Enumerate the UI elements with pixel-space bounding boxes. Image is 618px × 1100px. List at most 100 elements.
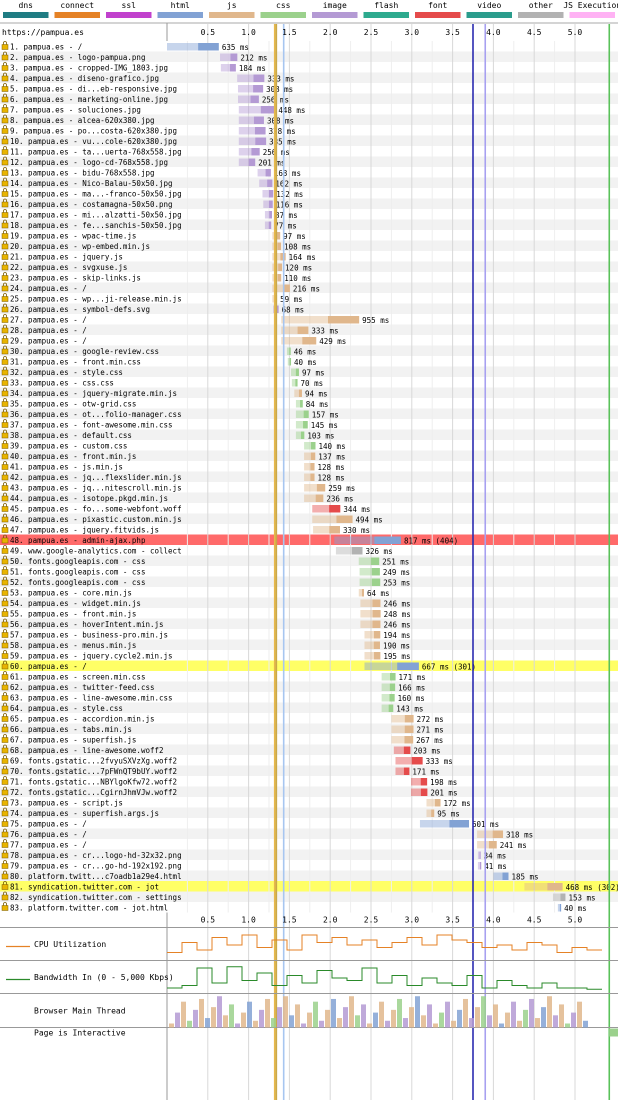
request-label[interactable]: 45. pampua.es - fo...some-webfont.woff	[10, 505, 182, 514]
request-label[interactable]: 22. pampua.es - svgxuse.js	[10, 263, 127, 272]
request-label[interactable]: 41. pampua.es - js.min.js	[10, 463, 123, 472]
request-label[interactable]: 53. pampua.es - core.min.js	[10, 589, 132, 598]
request-label[interactable]: 72. fonts.gstatic...CgirnJhmVJw.woff2	[10, 788, 177, 797]
request-label[interactable]: 40. pampua.es - front.min.js	[10, 452, 136, 461]
request-label[interactable]: 27. pampua.es - /	[10, 316, 87, 325]
request-label[interactable]: 15. pampua.es - ma...-franco-50x50.jpg	[10, 190, 182, 199]
x-tick-label: 3.0	[405, 28, 420, 37]
lock-icon	[1, 881, 9, 890]
request-label[interactable]: 74. pampua.es - superfish.args.js	[10, 809, 159, 818]
request-label[interactable]: 33. pampua.es - css.css	[10, 379, 114, 388]
request-label[interactable]: 48. pampua.es - admin-ajax.php	[10, 536, 146, 545]
request-label[interactable]: 50. fonts.googleapis.com - css	[10, 557, 145, 566]
request-label[interactable]: 24. pampua.es - /	[10, 284, 87, 293]
request-label[interactable]: 63. pampua.es - line-awesome.min.css	[10, 694, 173, 703]
request-label[interactable]: 32. pampua.es - style.css	[10, 368, 123, 377]
request-label[interactable]: 38. pampua.es - default.css	[10, 431, 132, 440]
request-label[interactable]: 46. pampua.es - pixastic.custom.min.js	[10, 515, 182, 524]
request-label[interactable]: 61. pampua.es - screen.min.css	[10, 673, 145, 682]
request-label[interactable]: 77. pampua.es - /	[10, 841, 87, 850]
request-label[interactable]: 26. pampua.es - symbol-defs.svg	[10, 305, 150, 314]
request-label[interactable]: 80. platform.twitt...c7oadb1a29e4.html	[10, 872, 182, 881]
request-label[interactable]: 47. pampua.es - jquery.fitvids.js	[10, 526, 159, 535]
request-bar-wait	[426, 809, 432, 817]
request-bar-wait	[272, 284, 283, 292]
request-label[interactable]: 78. pampua.es - cr...logo-hd-32x32.png	[10, 851, 182, 860]
lock-icon	[1, 776, 9, 785]
request-label[interactable]: 7. pampua.es - soluciones.jpg	[10, 106, 141, 115]
request-label[interactable]: 54. pampua.es - widget.min.js	[10, 599, 141, 608]
request-bar	[449, 820, 470, 828]
request-label[interactable]: 58. pampua.es - menus.min.js	[10, 641, 136, 650]
request-label[interactable]: 68. pampua.es - line-awesome.woff2	[10, 746, 164, 755]
request-label[interactable]: 6. pampua.es - marketing-online.jpg	[10, 95, 168, 104]
request-label[interactable]: 37. pampua.es - font-awesome.min.css	[10, 421, 173, 430]
request-bar	[310, 473, 315, 481]
request-label[interactable]: 44. pampua.es - isotope.pkgd.min.js	[10, 494, 168, 503]
row-background	[0, 849, 618, 860]
x-tick-label: 2.5	[364, 916, 379, 925]
request-label[interactable]: 19. pampua.es - wpac-time.js	[10, 232, 136, 241]
request-label[interactable]: 49. www.google-analytics.com - collect	[10, 547, 182, 556]
request-label[interactable]: 3. pampua.es - cropped-IMG_1803.jpg	[10, 64, 168, 73]
request-label[interactable]: 56. pampua.es - hoverIntent.min.js	[10, 620, 164, 629]
request-label[interactable]: 71. fonts.gstatic...NBYlgoKfw72.woff2	[10, 778, 177, 787]
request-label[interactable]: 35. pampua.es - otw-grid.css	[10, 400, 136, 409]
request-label[interactable]: 51. fonts.googleapis.com - css	[10, 568, 145, 577]
request-duration-label: 137 ms	[318, 453, 345, 462]
request-label[interactable]: 2. pampua.es - logo-pampua.png	[10, 53, 145, 62]
request-label[interactable]: 16. pampua.es - costamagna-50x50.png	[10, 200, 173, 209]
request-label[interactable]: 43. pampua.es - jq...nitescroll.min.js	[10, 484, 182, 493]
request-label[interactable]: 69. fonts.gstatic...2fvyuSXVzXg.woff2	[10, 757, 177, 766]
request-label[interactable]: 12. pampua.es - logo-cd-768x558.jpg	[10, 158, 168, 167]
request-label[interactable]: 20. pampua.es - wp-embed.min.js	[10, 242, 150, 251]
request-label[interactable]: 57. pampua.es - business-pro.min.js	[10, 631, 168, 640]
request-duration-label: 328 ms	[269, 127, 296, 136]
request-label[interactable]: 70. fonts.gstatic...7pFWnQT9bUY.woff2	[10, 767, 177, 776]
request-label[interactable]: 5. pampua.es - di...eb-responsive.jpg	[10, 85, 177, 94]
request-label[interactable]: 42. pampua.es - jq...flexslider.min.js	[10, 473, 182, 482]
request-bar	[389, 673, 396, 681]
request-label[interactable]: 75. pampua.es - /	[10, 820, 87, 829]
request-duration-label: 468 ms (302)	[566, 883, 618, 892]
request-label[interactable]: 21. pampua.es - jquery.js	[10, 253, 123, 262]
request-label[interactable]: 1. pampua.es - /	[10, 43, 82, 52]
request-label[interactable]: 13. pampua.es - bidu-768x558.jpg	[10, 169, 155, 178]
request-label[interactable]: 52. fonts.googleapis.com - css	[10, 578, 145, 587]
request-label[interactable]: 34. pampua.es - jquery-migrate.min.js	[10, 389, 177, 398]
request-label[interactable]: 4. pampua.es - diseno-grafico.jpg	[10, 74, 159, 83]
request-duration-label: 333 ms	[311, 327, 338, 336]
request-label[interactable]: 9. pampua.es - po...costa-620x380.jpg	[10, 127, 177, 136]
request-label[interactable]: 31. pampua.es - front.min.css	[10, 358, 141, 367]
request-label[interactable]: 67. pampua.es - superfish.js	[10, 736, 136, 745]
request-label[interactable]: 8. pampua.es - alcea-620x380.jpg	[10, 116, 155, 125]
request-label[interactable]: 65. pampua.es - accordion.min.js	[10, 715, 155, 724]
request-bar	[336, 515, 353, 523]
request-label[interactable]: 62. pampua.es - twitter-feed.css	[10, 683, 155, 692]
request-label[interactable]: 64. pampua.es - style.css	[10, 704, 123, 713]
request-label[interactable]: 66. pampua.es - tabs.min.js	[10, 725, 132, 734]
request-label[interactable]: 17. pampua.es - mi...alzatti-50x50.jpg	[10, 211, 182, 220]
request-label[interactable]: 83. platform.twitter.com - jot.html	[10, 904, 168, 913]
request-label[interactable]: 25. pampua.es - wp...ji-release.min.js	[10, 295, 182, 304]
request-label[interactable]: 76. pampua.es - /	[10, 830, 87, 839]
request-label[interactable]: 55. pampua.es - front.min.js	[10, 610, 136, 619]
request-label[interactable]: 73. pampua.es - script.js	[10, 799, 123, 808]
request-label[interactable]: 79. pampua.es - cr...go-hd-192x192.png	[10, 862, 182, 871]
legend-label: css	[276, 1, 291, 10]
request-label[interactable]: 59. pampua.es - jquery.cycle2.min.js	[10, 652, 173, 661]
request-label[interactable]: 30. pampua.es - google-review.css	[10, 347, 159, 356]
lock-icon	[1, 398, 9, 407]
request-label[interactable]: 36. pampua.es - ot...folio-manager.css	[10, 410, 182, 419]
request-label[interactable]: 18. pampua.es - fe...sanchis-50x50.jpg	[10, 221, 182, 230]
request-label[interactable]: 10. pampua.es - vu...cole-620x380.jpg	[10, 137, 177, 146]
request-label[interactable]: 60. pampua.es - /	[10, 662, 87, 671]
request-label[interactable]: 28. pampua.es - /	[10, 326, 87, 335]
request-label[interactable]: 11. pampua.es - ta...uerta-768x558.jpg	[10, 148, 182, 157]
request-label[interactable]: 14. pampua.es - Nico-Balau-50x50.jpg	[10, 179, 173, 188]
request-label[interactable]: 29. pampua.es - /	[10, 337, 87, 346]
request-label[interactable]: 82. syndication.twitter.com - settings	[10, 893, 182, 902]
request-label[interactable]: 81. syndication.twitter.com - jot	[10, 883, 159, 892]
request-label[interactable]: 39. pampua.es - custom.css	[10, 442, 127, 451]
request-label[interactable]: 23. pampua.es - skip-links.js	[10, 274, 141, 283]
